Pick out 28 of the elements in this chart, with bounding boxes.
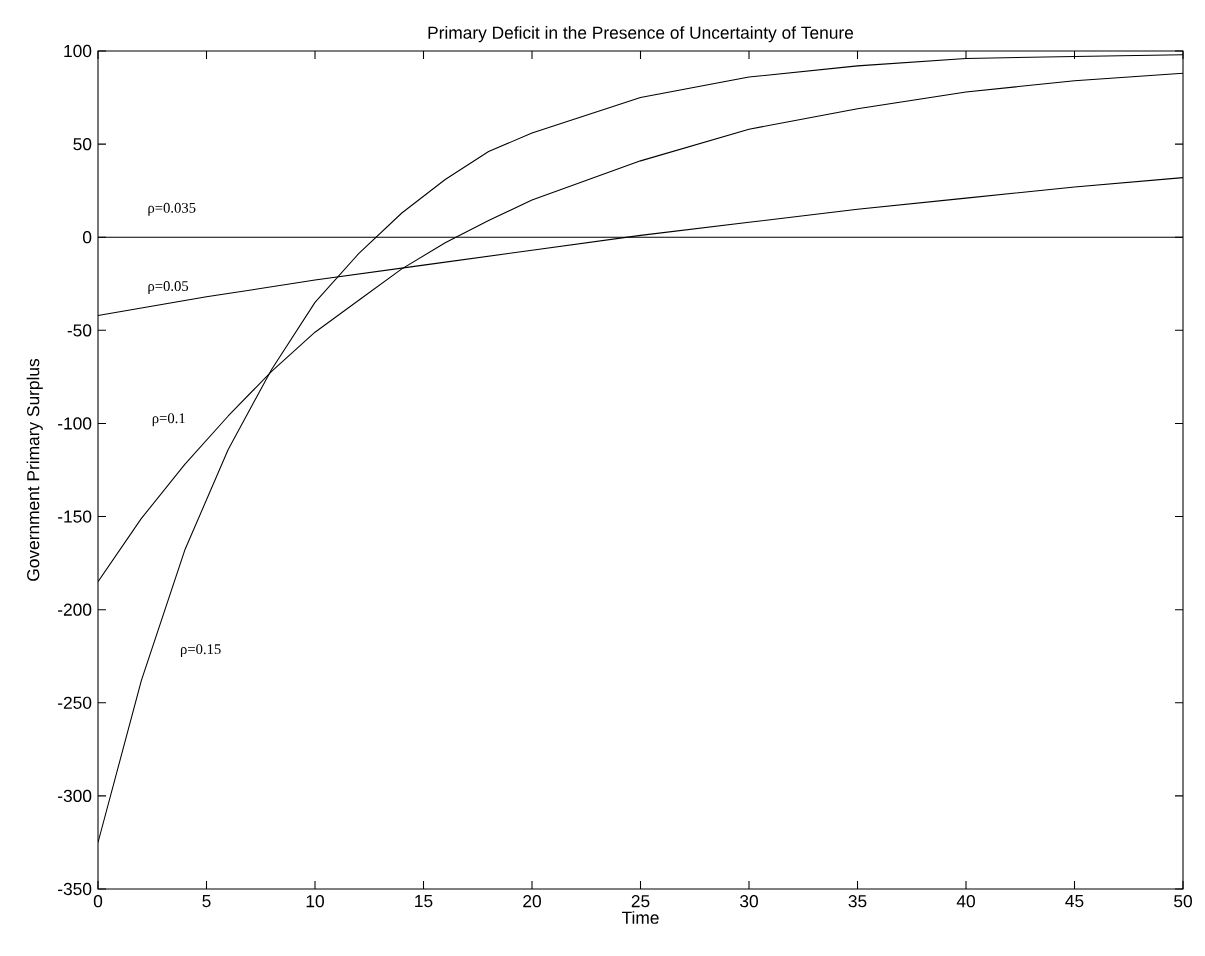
x-tick-label: 0 (93, 895, 103, 908)
y-tick-label: -250 (58, 696, 92, 709)
x-axis-title: Time (621, 911, 659, 924)
y-tick-label: 0 (82, 231, 92, 244)
y-tick-label: -300 (58, 789, 92, 803)
x-tick-label: 25 (631, 895, 650, 908)
y-tick-label: -350 (58, 882, 92, 896)
y-axis-title: Government Primary Surplus (26, 358, 43, 581)
x-tick-label: 40 (956, 895, 975, 908)
x-tick-label: 30 (740, 895, 758, 908)
y-tick-label: -100 (58, 417, 92, 430)
x-tick-label: 50 (1174, 895, 1192, 908)
chart-title: Primary Deficit in the Presence of Uncertainty of Tenure (428, 26, 854, 43)
y-tick-label: -200 (58, 603, 92, 616)
x-tick-label: 5 (202, 895, 211, 908)
series-label: ρ=0.05 (148, 281, 189, 294)
y-tick-label: -50 (67, 324, 92, 337)
y-tick-label: 50 (73, 137, 92, 151)
x-tick-label: 15 (415, 895, 433, 908)
series-label: ρ=0.15 (180, 644, 221, 658)
y-tick-label: 100 (64, 44, 92, 58)
x-tick-label: 20 (523, 895, 541, 908)
x-tick-label: 45 (1065, 895, 1084, 908)
series-label: ρ=0.1 (152, 413, 185, 427)
x-tick-label: 35 (848, 895, 867, 908)
x-tick-label: 10 (306, 895, 324, 908)
series-label: ρ=0.035 (148, 202, 196, 216)
y-tick-label: -150 (58, 510, 92, 523)
